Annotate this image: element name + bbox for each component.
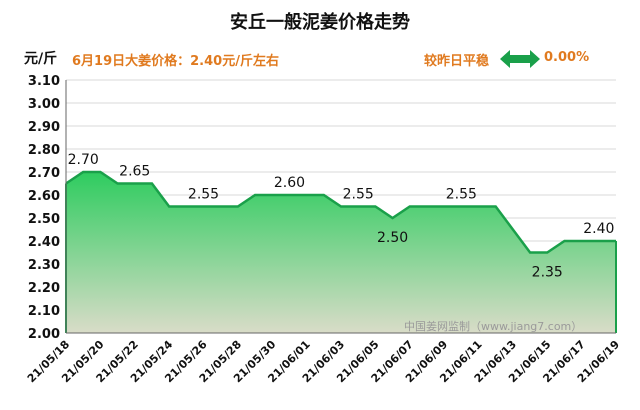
change-value: 0.00%	[544, 50, 590, 65]
data-label: 2.50	[377, 230, 408, 246]
data-label: 2.55	[446, 187, 477, 203]
data-label: 2.55	[343, 187, 374, 203]
y-tick-label: 2.70	[28, 166, 60, 181]
area-fill	[66, 172, 616, 333]
double-arrow-icon	[500, 50, 540, 68]
data-label: 2.60	[274, 175, 305, 191]
y-tick-label: 2.40	[28, 235, 60, 250]
price-note: 6月19日大姜价格：2.40元/斤左右	[72, 54, 279, 69]
y-tick-label: 2.00	[28, 327, 60, 342]
y-tick-label: 2.50	[28, 212, 60, 227]
compare-label: 较昨日平稳	[424, 54, 490, 69]
y-tick-label: 2.90	[28, 120, 60, 135]
y-tick-label: 2.10	[28, 304, 60, 319]
data-label: 2.70	[68, 152, 99, 168]
y-tick-label: 2.20	[28, 281, 60, 296]
data-label: 2.55	[188, 187, 219, 203]
y-tick-label: 2.80	[28, 143, 60, 158]
y-tick-label: 3.10	[28, 74, 60, 89]
y-tick-label: 3.00	[28, 97, 60, 112]
unit-label: 元/斤	[24, 51, 58, 67]
chart-title: 安丘一般泥姜价格走势	[230, 12, 410, 33]
watermark: 中国姜网监制（www.jiang7.com）	[404, 320, 583, 333]
data-label: 2.40	[583, 221, 614, 237]
y-tick-label: 2.30	[28, 258, 60, 273]
data-label: 2.35	[532, 265, 563, 281]
y-tick-label: 2.60	[28, 189, 60, 204]
data-label: 2.65	[119, 164, 150, 180]
